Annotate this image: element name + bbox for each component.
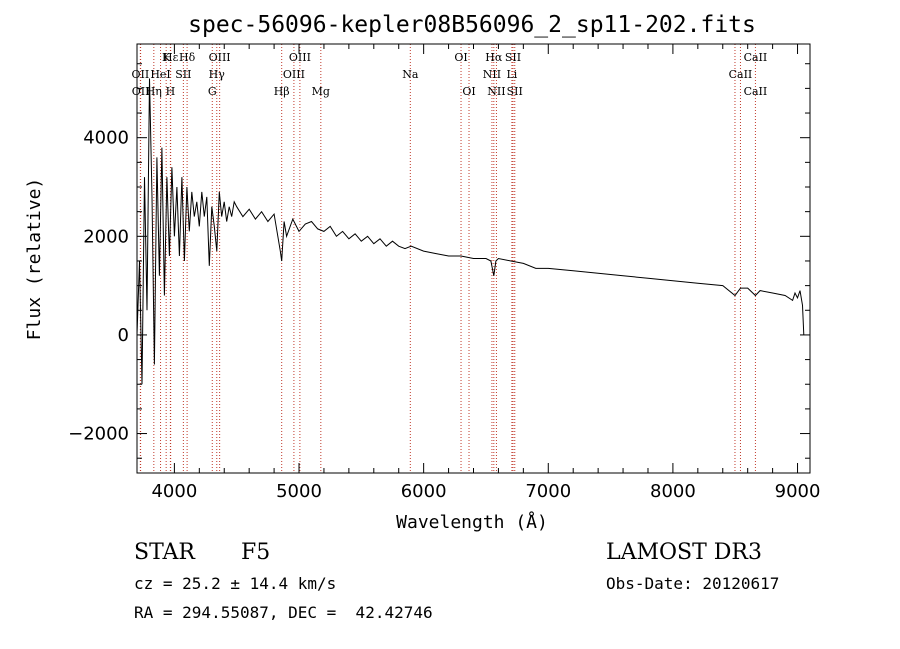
spectral-line-label: SII — [507, 85, 523, 98]
chart-title: spec-56096-kepler08B56096_2_sp11-202.fit… — [188, 12, 756, 38]
spectral-line-label: G — [208, 85, 217, 98]
subclass: F5 — [241, 540, 271, 565]
spectral-line-label: NII — [483, 68, 501, 81]
x-tick-label: 7000 — [525, 481, 571, 502]
y-axis-label: Flux (relative) — [24, 178, 45, 341]
spectral-line-label: Hη — [146, 85, 162, 98]
x-tick-label: 5000 — [276, 481, 322, 502]
y-tick-label: −2000 — [68, 424, 129, 445]
spectral-line-label: OI — [454, 51, 467, 64]
spectral-line-label: SII — [505, 51, 521, 64]
spectral-line-label: CaII — [729, 68, 753, 81]
x-tick-label: 9000 — [775, 481, 821, 502]
spectral-line-label: OIII — [209, 51, 231, 64]
spectral-line-label: NII — [487, 85, 505, 98]
spectral-line-label: Na — [402, 68, 419, 81]
obs-date: Obs-Date: 20120617 — [606, 574, 780, 593]
spectral-line-label: Li — [506, 68, 517, 81]
spectral-line-label: H — [166, 85, 176, 98]
object-type: STAR — [134, 540, 195, 565]
spectral-line-label: OIII — [289, 51, 311, 64]
spectral-line-labels: Hε OII OII K HeI Hη H Hδ SII OIII Hγ G Hβ OIII OIII Mg N… — [132, 51, 768, 98]
spectral-line-label: Hε — [163, 51, 179, 64]
survey-name: LAMOST DR3 — [606, 540, 762, 565]
x-axis-label: Wavelength (Å) — [396, 511, 548, 533]
spectral-line-label: OIII — [283, 68, 305, 81]
spectral-line-label: Hβ — [274, 85, 290, 98]
spectral-line-label: CaII — [744, 85, 768, 98]
spectral-line-label: OII — [132, 85, 150, 98]
y-tick-label: 0 — [118, 325, 129, 346]
spectral-line-label: HeI — [150, 68, 170, 81]
spectral-line-label: Hα — [485, 51, 503, 64]
axis-ticks: 4000 5000 6000 7000 8000 9000 −2000 0 2000 4000 — [68, 44, 820, 502]
x-tick-label: 6000 — [401, 481, 447, 502]
spectral-line-label: SII — [175, 68, 191, 81]
spectral-line-label: OII — [132, 68, 150, 81]
x-tick-label: 8000 — [650, 481, 696, 502]
coordinates: RA = 294.55087, DEC = 42.42746 — [134, 603, 433, 622]
flux-series-line — [136, 78, 805, 385]
spectral-line-label: CaII — [744, 51, 768, 64]
redshift-cz: cz = 25.2 ± 14.4 km/s — [134, 574, 337, 593]
spectral-lines-layer — [139, 44, 756, 473]
spectral-line-label: OI — [462, 85, 475, 98]
y-tick-label: 4000 — [83, 128, 129, 149]
spectral-line-label: K — [162, 51, 171, 64]
spectral-line-label: Mg — [312, 85, 330, 98]
x-tick-label: 4000 — [151, 481, 197, 502]
spectral-line-label: Hγ — [209, 68, 226, 81]
y-tick-label: 2000 — [83, 226, 129, 247]
spectral-line-label: Hδ — [179, 51, 196, 64]
series-layer — [136, 78, 805, 385]
